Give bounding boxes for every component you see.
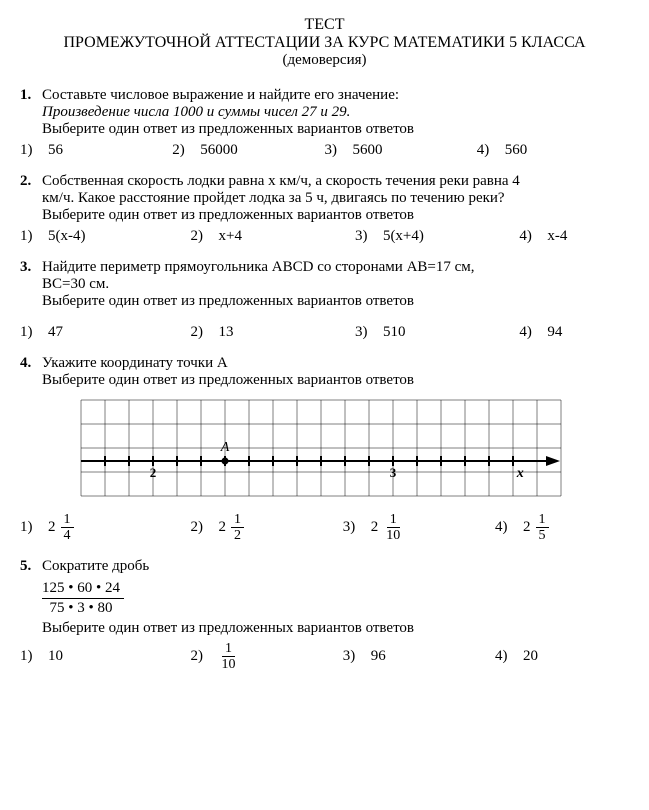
q5-frac-top: 125 • 60 • 24 <box>42 580 124 599</box>
q5-opt2-n: 2) <box>191 648 209 665</box>
q4-opt3-v: 2110 <box>371 512 404 544</box>
q1-opt2-n: 2) <box>172 142 190 159</box>
q3-opt4-v: 94 <box>547 324 562 341</box>
q3-opt4-n: 4) <box>519 324 537 341</box>
q2-opt4-n: 4) <box>519 228 537 245</box>
title-line-1: ТЕСТ <box>20 16 629 34</box>
q5-opt3-n: 3) <box>343 648 361 665</box>
q5-fraction: 125 • 60 • 24 75 • 3 • 80 <box>42 580 124 617</box>
q2-opt3-n: 3) <box>355 228 373 245</box>
question-2: 2. Собственная скорость лодки равна x км… <box>20 173 629 245</box>
q1-italic: Произведение числа 1000 и суммы чисел 27… <box>42 104 350 120</box>
q1-opt3-n: 3) <box>325 142 343 159</box>
q5-opt3-v: 96 <box>371 648 386 665</box>
q5-opt4-v: 20 <box>523 648 538 665</box>
q4-number: 4. <box>20 355 42 372</box>
q4-opt3-n: 3) <box>343 519 361 536</box>
svg-text:A: A <box>220 440 230 455</box>
q5-choose: Выберите один ответ из предложенных вари… <box>42 620 629 637</box>
q4-opt2-n: 2) <box>191 519 209 536</box>
q2-opt4-v: x-4 <box>547 228 567 245</box>
q4-opt4-v: 215 <box>523 512 549 544</box>
q5-opt1-v: 10 <box>48 648 63 665</box>
q1-opt4-v: 560 <box>505 142 528 159</box>
q3-opt3-v: 510 <box>383 324 406 341</box>
q5-number: 5. <box>20 558 42 575</box>
q1-opt1-n: 1) <box>20 142 38 159</box>
q4-choose: Выберите один ответ из предложенных вари… <box>42 372 414 388</box>
svg-text:3: 3 <box>390 465 397 480</box>
q5-text: Сократите дробь <box>42 558 149 574</box>
q5-opt1-n: 1) <box>20 648 38 665</box>
q1-opt1-v: 56 <box>48 142 63 159</box>
question-1: 1. Составьте числовое выражение и найдит… <box>20 87 629 159</box>
q2-opt2-n: 2) <box>191 228 209 245</box>
q3-text2: BC=30 см. <box>42 276 109 292</box>
q3-opt3-n: 3) <box>355 324 373 341</box>
q3-opt2-v: 13 <box>219 324 234 341</box>
q4-text: Укажите координату точки A <box>42 355 228 371</box>
q5-options: 1) 10 2) 110 3) 96 4) 20 <box>20 641 629 673</box>
q1-opt3-v: 5600 <box>353 142 383 159</box>
q3-opt1-v: 47 <box>48 324 63 341</box>
q3-choose: Выберите один ответ из предложенных вари… <box>42 293 414 309</box>
q1-options: 1) 56 2) 56000 3) 5600 4) 560 <box>20 142 629 159</box>
number-line-diagram: A 2 3 x <box>80 399 629 502</box>
svg-text:2: 2 <box>150 465 157 480</box>
q4-options: 1) 214 2) 212 3) 2110 4) 215 <box>20 512 629 544</box>
q2-text1: Собственная скорость лодки равна x км/ч,… <box>42 173 520 189</box>
q1-opt2-v: 56000 <box>200 142 238 159</box>
q3-opt2-n: 2) <box>191 324 209 341</box>
q4-opt2-v: 212 <box>219 512 245 544</box>
q2-number: 2. <box>20 173 42 190</box>
q2-options: 1) 5(x-4) 2) x+4 3) 5(x+4) 4) x-4 <box>20 228 629 245</box>
question-5: 5. Сократите дробь 125 • 60 • 24 75 • 3 … <box>20 558 629 673</box>
q5-frac-bot: 75 • 3 • 80 <box>42 599 124 617</box>
q5-opt4-n: 4) <box>495 648 513 665</box>
q1-opt4-n: 4) <box>477 142 495 159</box>
q2-choose: Выберите один ответ из предложенных вари… <box>42 207 414 223</box>
q3-options: 1) 47 2) 13 3) 510 4) 94 <box>20 324 629 341</box>
q2-text2: км/ч. Какое расстояние пройдет лодка за … <box>42 190 505 206</box>
question-4: 4. Укажите координату точки A Выберите о… <box>20 355 629 544</box>
title-line-2: ПРОМЕЖУТОЧНОЙ АТТЕСТАЦИИ ЗА КУРС МАТЕМАТ… <box>20 34 629 52</box>
q2-opt1-n: 1) <box>20 228 38 245</box>
q4-opt1-v: 214 <box>48 512 74 544</box>
title-line-3: (демоверсия) <box>20 52 629 69</box>
q2-opt2-v: x+4 <box>219 228 242 245</box>
question-3: 3. Найдите периметр прямоугольника ABCD … <box>20 259 629 341</box>
q4-opt4-n: 4) <box>495 519 513 536</box>
header: ТЕСТ ПРОМЕЖУТОЧНОЙ АТТЕСТАЦИИ ЗА КУРС МА… <box>20 16 629 69</box>
q3-text1: Найдите периметр прямоугольника ABCD со … <box>42 259 475 275</box>
q3-opt1-n: 1) <box>20 324 38 341</box>
q4-opt1-n: 1) <box>20 519 38 536</box>
q3-number: 3. <box>20 259 42 276</box>
svg-text:x: x <box>516 466 524 481</box>
q5-opt2-v: 110 <box>219 641 239 673</box>
q2-opt3-v: 5(x+4) <box>383 228 424 245</box>
q1-choose: Выберите один ответ из предложенных вари… <box>42 121 414 137</box>
q2-opt1-v: 5(x-4) <box>48 228 86 245</box>
q1-text: Составьте числовое выражение и найдите е… <box>42 87 399 103</box>
q1-number: 1. <box>20 87 42 104</box>
